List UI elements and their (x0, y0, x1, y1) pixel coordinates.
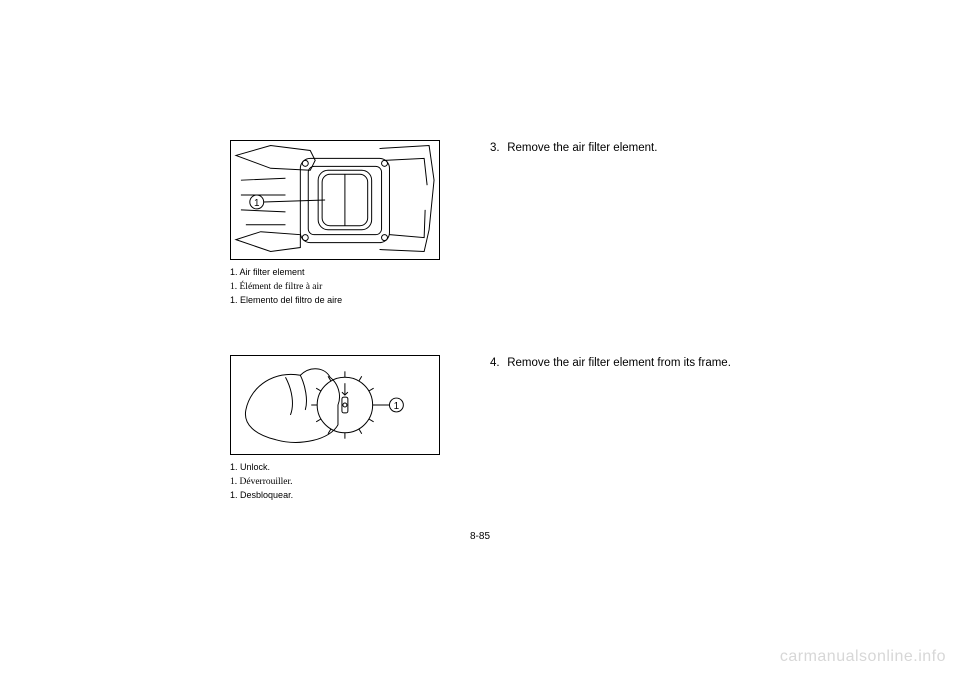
caption-text: Desbloquear. (240, 490, 293, 500)
air-filter-diagram: 1 (231, 140, 439, 260)
step-3: 3. Remove the air filter element. (490, 140, 840, 157)
two-column-layout: 1 1. Air filter element 1. Élément de fi… (230, 140, 840, 520)
steps-column: 3. Remove the air filter element. 4. Rem… (490, 140, 840, 520)
figure-air-filter-element: 1 (230, 140, 440, 260)
callout-label-1: 1 (254, 198, 260, 209)
caption-es: 1. Desbloquear. (230, 489, 440, 503)
caption-text: Déverrouiller. (240, 477, 293, 487)
watermark: carmanualsonline.info (780, 648, 946, 666)
manual-page: 1 1. Air filter element 1. Élément de fi… (0, 0, 960, 678)
caption-text: Élément de filtre à air (240, 282, 323, 292)
callout-label-2: 1 (394, 401, 400, 412)
caption-en: 1. Air filter element (230, 266, 440, 280)
caption-num: 1. (230, 295, 238, 305)
caption-num: 1. (230, 282, 237, 292)
step-number: 4. (490, 355, 504, 372)
caption-fr: 1. Déverrouiller. (230, 475, 440, 489)
caption-num: 1. (230, 462, 238, 472)
caption-fr: 1. Élément de filtre à air (230, 280, 440, 294)
step-text: Remove the air filter element from its f… (507, 357, 731, 369)
step-number: 3. (490, 140, 504, 157)
step-4: 4. Remove the air filter element from it… (490, 355, 840, 372)
caption-num: 1. (230, 490, 238, 500)
caption-num: 1. (230, 267, 238, 277)
unlock-diagram: 1 (231, 355, 439, 455)
page-number: 8-85 (0, 531, 960, 542)
caption-text: Elemento del filtro de aire (240, 295, 342, 305)
caption-text: Unlock. (240, 462, 270, 472)
figure1-captions: 1. Air filter element 1. Élément de filt… (230, 266, 440, 307)
figure2-captions: 1. Unlock. 1. Déverrouiller. 1. Desbloqu… (230, 461, 440, 502)
figure-unlock: 1 (230, 355, 440, 455)
caption-es: 1. Elemento del filtro de aire (230, 294, 440, 308)
step-text: Remove the air filter element. (507, 142, 657, 154)
caption-text: Air filter element (240, 267, 305, 277)
figures-column: 1 1. Air filter element 1. Élément de fi… (230, 140, 440, 520)
caption-num: 1. (230, 477, 237, 487)
caption-en: 1. Unlock. (230, 461, 440, 475)
